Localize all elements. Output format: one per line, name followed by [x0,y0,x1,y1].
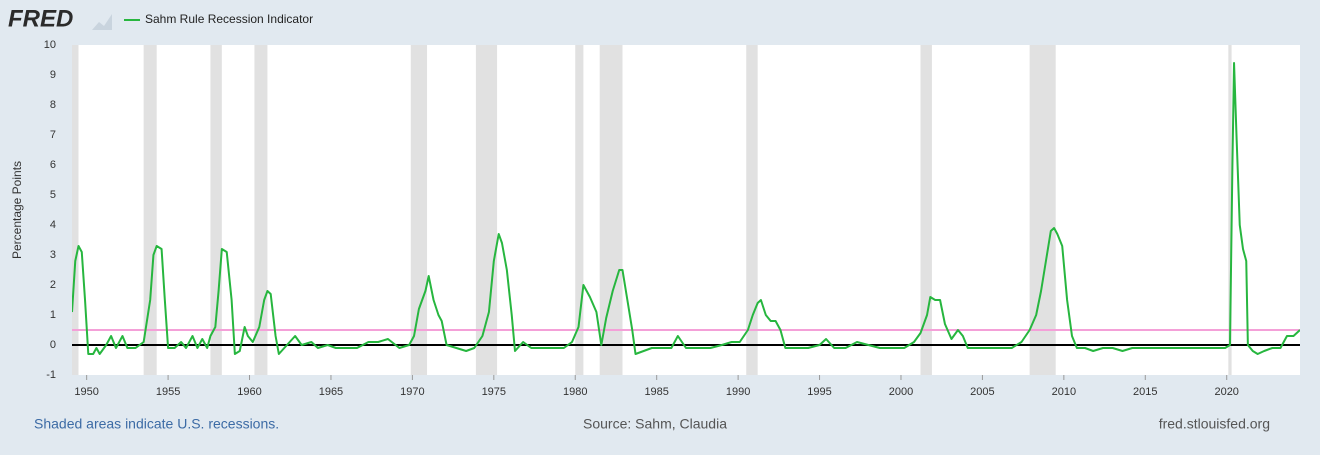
logo-icon [92,14,112,30]
recession-band [210,45,222,375]
x-tick-label: 1950 [74,386,98,398]
recession-band [410,45,428,375]
site-link[interactable]: fred.stlouisfed.org [1159,416,1270,432]
x-tick-label: 2020 [1214,386,1238,398]
recession-band [599,45,623,375]
y-tick-label: 4 [50,219,56,231]
y-axis-label: Percentage Points [10,161,24,259]
y-tick-label: -1 [46,369,56,381]
recession-band [746,45,758,375]
recession-band [575,45,584,375]
x-tick-label: 2005 [970,386,994,398]
x-tick-label: 1975 [482,386,506,398]
recession-band [72,45,79,375]
x-tick-label: 1970 [400,386,424,398]
recession-note[interactable]: Shaded areas indicate U.S. recessions. [34,416,279,432]
x-tick-label: 1990 [726,386,750,398]
recession-band [920,45,932,375]
x-tick-label: 2000 [889,386,913,398]
recession-band [143,45,157,375]
y-tick-label: 5 [50,189,56,201]
plot-area [72,45,1300,375]
x-tick-label: 1995 [807,386,831,398]
x-tick-label: 1955 [156,386,180,398]
y-tick-label: 8 [50,99,56,111]
recession-band [254,45,268,375]
recession-band [1029,45,1056,375]
legend-label: Sahm Rule Recession Indicator [145,12,313,26]
source[interactable]: Source: Sahm, Claudia [583,416,727,432]
grid-layer: -1 0 1 2 3 4 5 6 7 8 9 10 1950 1955 1960 1965 1970 1975 19… [44,39,1239,398]
logo[interactable]: FRED [8,5,73,32]
x-tick-label: 1965 [319,386,343,398]
recession-band [475,45,498,375]
series-line [72,62,1300,355]
x-tick-label: 1985 [644,386,668,398]
y-tick-label: 2 [50,279,56,291]
x-tick-label: 2010 [1052,386,1076,398]
recession-band [1228,45,1232,375]
x-tick-label: 1980 [563,386,587,398]
series-layer [72,62,1300,355]
y-tick-label: 0 [50,339,56,351]
y-tick-label: 9 [50,69,56,81]
y-tick-label: 6 [50,159,56,171]
y-tick-label: 7 [50,129,56,141]
y-tick-label: 3 [50,249,56,261]
y-tick-label: 10 [44,39,56,51]
x-tick-label: 2015 [1133,386,1157,398]
y-tick-label: 1 [50,309,56,321]
x-tick-label: 1960 [237,386,261,398]
